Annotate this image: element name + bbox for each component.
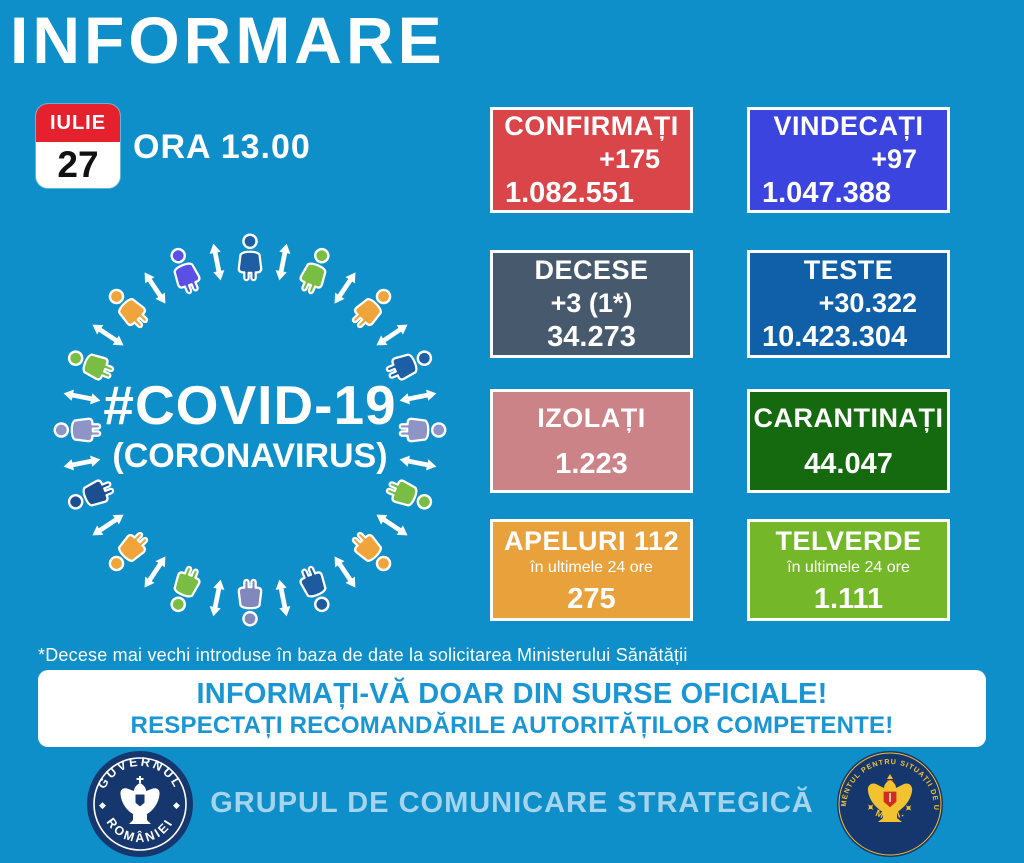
calendar-day: 27 xyxy=(36,142,120,188)
double-arrow-icon xyxy=(87,508,128,542)
covid-hashtag: #COVID-19 xyxy=(103,374,397,436)
footer-title: GRUPUL DE COMUNICARE STRATEGICĂ xyxy=(210,787,814,819)
double-arrow-icon xyxy=(273,577,295,619)
stat-confirmed-total: 1.082.551 xyxy=(505,177,635,209)
person-icon xyxy=(338,277,403,342)
government-of-romania-seal-icon: GUVERNUL ROMÂNIEI ◆ ◆ xyxy=(86,750,194,858)
stat-telverde-label: TELVERDE xyxy=(775,525,922,556)
romanian-eagle-icon xyxy=(120,776,160,824)
stat-deaths-total: 34.273 xyxy=(547,321,636,353)
person-icon xyxy=(288,240,344,304)
person-icon xyxy=(97,518,162,583)
seal-left-diamond2: ◆ xyxy=(173,800,180,810)
calendar-icon: IULIE 27 xyxy=(36,104,120,188)
person-icon xyxy=(338,518,403,583)
stat-calls112-sublabel: în ultimele 24 ore xyxy=(530,558,653,576)
stat-box-tests: TESTE +30.322 10.423.304 xyxy=(747,250,950,358)
seal-left-diamond: ◆ xyxy=(99,800,106,810)
stat-quarantined-label: CARANTINAȚI xyxy=(753,402,944,433)
stat-calls112-total: 275 xyxy=(567,582,616,615)
stat-deaths-delta: +3 (1*) xyxy=(550,288,633,318)
stat-box-calls112: APELURI 112 în ultimele 24 ore 275 xyxy=(490,519,693,621)
person-icon xyxy=(52,411,106,449)
stat-calls112-label: APELURI 112 xyxy=(503,525,680,556)
time-label: ORA 13.00 xyxy=(133,128,311,166)
official-sources-banner: INFORMAȚI-VĂ DOAR DIN SURSE OFICIALE! RE… xyxy=(38,670,986,747)
stat-isolated-total: 1.223 xyxy=(555,447,628,480)
stat-telverde-sublabel: în ultimele 24 ore xyxy=(787,558,910,576)
person-icon xyxy=(231,232,269,286)
person-icon xyxy=(288,556,344,620)
double-arrow-icon xyxy=(206,241,228,283)
person-icon xyxy=(231,574,269,628)
stat-box-isolated: IZOLAȚI 1.223 xyxy=(490,389,693,493)
stat-tests-label: TESTE xyxy=(803,255,894,285)
covid-title-block: #COVID-19 (CORONAVIRUS) xyxy=(50,376,450,478)
transmission-circle: #COVID-19 (CORONAVIRUS) xyxy=(50,228,450,632)
double-arrow-icon xyxy=(138,267,172,308)
double-arrow-icon xyxy=(328,552,362,593)
person-icon xyxy=(376,468,440,524)
person-icon xyxy=(157,240,213,304)
covid-subtitle: (CORONAVIRUS) xyxy=(112,437,388,475)
stat-box-confirmed: CONFIRMAȚI +175 1.082.551 xyxy=(490,107,693,213)
stat-confirmed-label: CONFIRMAȚI xyxy=(504,111,679,141)
stat-quarantined-total: 44.047 xyxy=(804,447,893,480)
double-arrow-icon xyxy=(372,318,413,352)
person-icon xyxy=(376,337,440,393)
double-arrow-icon xyxy=(328,267,362,308)
stat-box-deaths: DECESE +3 (1*) 34.273 xyxy=(490,250,693,358)
person-icon xyxy=(60,337,124,393)
double-arrow-icon xyxy=(273,241,295,283)
person-icon xyxy=(394,411,448,449)
dsu-eagle-icon xyxy=(867,774,913,822)
stat-confirmed-delta: +175 xyxy=(599,144,660,174)
person-icon xyxy=(60,468,124,524)
stat-tests-delta: +30.322 xyxy=(818,288,917,318)
banner-line1: INFORMAȚI-VĂ DOAR DIN SURSE OFICIALE! xyxy=(196,677,828,710)
stat-telverde-total: 1.111 xyxy=(813,582,884,615)
double-arrow-icon xyxy=(138,552,172,593)
double-arrow-icon xyxy=(397,386,439,408)
stat-recovered-delta: +97 xyxy=(871,144,917,174)
double-arrow-icon xyxy=(397,453,439,475)
double-arrow-icon xyxy=(61,386,103,408)
person-icon xyxy=(97,277,162,342)
banner-line2: RESPECTAȚI RECOMANDĂRILE AUTORITĂȚILOR C… xyxy=(130,711,894,739)
double-arrow-icon xyxy=(87,318,128,352)
double-arrow-icon xyxy=(61,453,103,475)
stat-isolated-label: IZOLAȚI xyxy=(537,402,646,433)
double-arrow-icon xyxy=(372,508,413,542)
emergency-department-seal-icon: DEPARTAMENTUL PENTRU SITUAȚII DE URGENȚĂ… xyxy=(833,743,944,858)
stat-tests-total: 10.423.304 xyxy=(762,321,908,353)
double-arrow-icon xyxy=(206,577,228,619)
calendar-month: IULIE xyxy=(36,104,120,142)
stat-box-quarantined: CARANTINAȚI 44.047 xyxy=(747,389,950,493)
stat-deaths-label: DECESE xyxy=(534,255,649,285)
stat-box-recovered: VINDECAȚI +97 1.047.388 xyxy=(747,107,950,213)
stat-recovered-total: 1.047.388 xyxy=(762,177,892,209)
stat-box-telverde: TELVERDE în ultimele 24 ore 1.111 xyxy=(747,519,950,621)
page-title: INFORMARE xyxy=(10,3,446,77)
stat-recovered-label: VINDECAȚI xyxy=(773,111,924,141)
person-icon xyxy=(157,556,213,620)
deaths-footnote: *Decese mai vechi introduse în baza de d… xyxy=(38,645,688,665)
